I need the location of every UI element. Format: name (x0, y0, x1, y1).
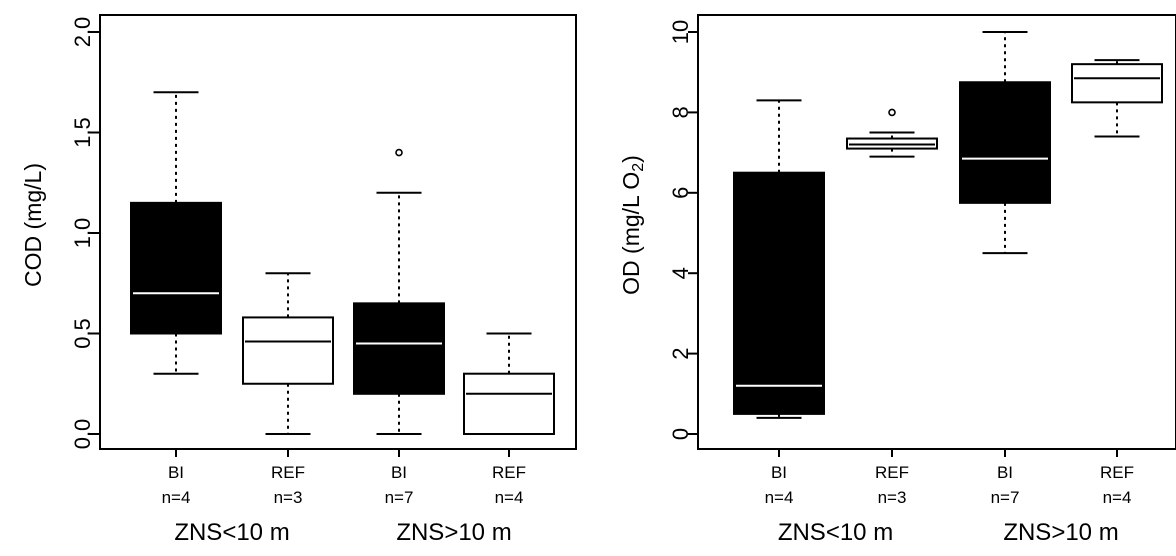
y-axis-label: COD (mg/L) (20, 163, 46, 287)
y-tick-label: 6 (668, 187, 693, 199)
x-count-label: n=4 (162, 488, 191, 507)
panel-2: 0 2 4 6 8 10 OD (mg/L O2) BI n=4 REF n=3 BI n=7 REF n=… (618, 14, 1176, 546)
x-category-label: REF (492, 463, 526, 482)
box-1: BI n=4 (733, 99, 825, 507)
box-body (130, 201, 222, 335)
x-count-label: n=4 (495, 488, 524, 507)
box-2: REF n=3 (242, 272, 334, 507)
x-group-label: ZNS<10 m (174, 519, 289, 546)
x-category-label: REF (1100, 463, 1134, 482)
plot-frame (697, 14, 1176, 450)
x-category-label: REF (271, 463, 305, 482)
box-2: REF n=3 (846, 108, 938, 507)
box-body (242, 316, 334, 385)
y-tick-label: 0 (668, 428, 693, 440)
panel-1: 0,0 0,5 1,0 1,5 2,0 COD (mg/L) BI n=4 REF n=3 BI n=… (20, 14, 577, 546)
box-body (463, 372, 555, 436)
x-category-label: REF (875, 463, 909, 482)
x-count-label: n=7 (991, 488, 1020, 507)
x-category-label: BI (997, 463, 1013, 482)
y-tick-label: 8 (668, 106, 693, 118)
y-tick-label: 2 (668, 347, 693, 359)
box-body (353, 302, 445, 395)
y-axis-label: OD (mg/L O2) (618, 155, 647, 295)
y-tick-label: 4 (668, 267, 693, 279)
x-count-label: n=4 (765, 488, 794, 507)
box-body (1071, 63, 1163, 104)
x-count-label: n=4 (1103, 488, 1132, 507)
y-tick-label: 1,0 (70, 218, 95, 249)
y-tick-label: 0,5 (70, 318, 95, 349)
x-group-label: ZNS>10 m (396, 519, 511, 546)
x-category-label: BI (771, 463, 787, 482)
box-4: REF n=4 (1071, 59, 1163, 507)
x-category-label: BI (391, 463, 407, 482)
box-4: REF n=4 (463, 332, 555, 507)
x-group-label: ZNS>10 m (1003, 519, 1118, 546)
y-tick-label: 10 (668, 20, 693, 44)
x-count-label: n=7 (385, 488, 414, 507)
box-1: BI n=4 (130, 91, 222, 507)
y-tick-label: 0,0 (70, 419, 95, 450)
box-body (959, 81, 1051, 204)
y-tick-label: 2,0 (70, 17, 95, 48)
box-3: BI n=7 (959, 31, 1051, 507)
x-group-label: ZNS<10 m (778, 519, 893, 546)
box-body (733, 171, 825, 415)
x-count-label: n=3 (878, 488, 907, 507)
outlier-point (395, 148, 403, 157)
y-tick-label: 1,5 (70, 117, 95, 148)
x-category-label: BI (168, 463, 184, 482)
box-3: BI n=7 (353, 148, 445, 507)
box-body (846, 137, 938, 150)
x-count-label: n=3 (274, 488, 303, 507)
outlier-point (888, 108, 896, 117)
